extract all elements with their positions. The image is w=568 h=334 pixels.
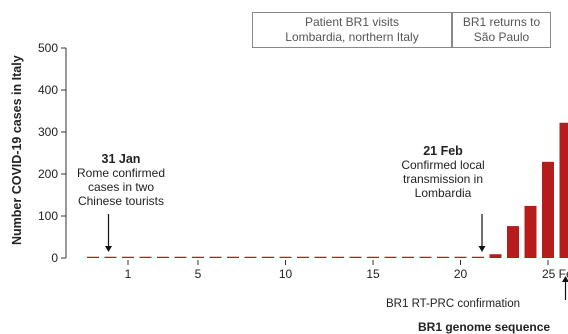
arrow-jan-head (105, 246, 112, 252)
period-visit-line-2: Lombardia, northern Italy (285, 30, 419, 44)
annotation-feb-line-1: Confirmed local (401, 158, 485, 172)
bar (384, 256, 397, 258)
x-tick-label: 25 Feb (542, 267, 568, 281)
period-box-visit: Patient BR1 visits Lombardia, northern I… (252, 12, 452, 48)
bar (87, 256, 99, 258)
y-axis-label: Number COVID-19 cases in Italy (10, 55, 24, 245)
x-tick-label: 10 (279, 267, 293, 281)
bar (524, 205, 537, 258)
y-axis: 0 100 200 300 400 500 (38, 41, 67, 265)
bar (209, 256, 222, 258)
bar (279, 256, 292, 258)
annotation-feb-title: 21 Feb (423, 144, 463, 158)
annotation-21-feb: 21 Feb Confirmed local transmission in L… (388, 144, 498, 200)
event-rtpcr-label: BR1 RT-PRC confirmation (386, 298, 520, 310)
annotation-jan-title: 31 Jan (101, 152, 141, 166)
event-genome-label: BR1 genome sequence (418, 320, 551, 334)
period-return-line-2: São Paulo (473, 30, 530, 44)
period-return-line-1: BR1 returns to (462, 15, 541, 29)
y-tick-label: 200 (38, 167, 58, 181)
bar (174, 256, 187, 258)
x-tick-label: 20 (454, 267, 468, 281)
bars (87, 122, 568, 258)
bar (122, 256, 134, 258)
bar (559, 122, 568, 258)
y-tick-label: 300 (38, 125, 58, 139)
bar (139, 256, 152, 258)
annotation-31-jan: 31 Jan Rome confirmed cases in two Chine… (66, 152, 176, 208)
bar (437, 256, 449, 258)
bar (402, 256, 414, 258)
arrows (105, 214, 568, 300)
bar (472, 256, 484, 258)
bar (367, 256, 379, 258)
y-tick-label: 500 (38, 41, 58, 55)
bar (349, 256, 362, 258)
annotation-jan-line-1: Rome confirmed (76, 166, 166, 180)
bar (157, 256, 169, 258)
annotation-jan-line-3: Chinese tourists (77, 194, 165, 208)
arrow-feb-head (478, 246, 486, 252)
bar (542, 161, 554, 258)
annotation-feb-line-2: transmission in (402, 172, 484, 186)
bar (227, 256, 239, 258)
bar (104, 256, 117, 258)
x-tick-label: 15 (366, 267, 380, 281)
bar (507, 226, 519, 258)
y-tick-label: 100 (38, 209, 58, 223)
y-tick-label: 400 (38, 83, 58, 97)
arrow-rtpcr-head (562, 276, 568, 282)
period-visit-line-1: Patient BR1 visits (304, 15, 400, 29)
annotation-feb-line-3: Lombardia (414, 186, 472, 200)
bar (419, 256, 432, 258)
y-tick-label: 0 (51, 251, 58, 265)
bar (192, 256, 204, 258)
x-tick-label: 1 (125, 267, 132, 281)
annotation-jan-line-2: cases in two (87, 180, 155, 194)
x-tick-label: 5 (195, 267, 202, 281)
bar (454, 256, 467, 258)
bar (314, 256, 327, 258)
bar (262, 256, 274, 258)
bar (489, 254, 502, 258)
bar (244, 256, 257, 258)
bar (297, 256, 309, 258)
period-box-return: BR1 returns to São Paulo (452, 12, 551, 48)
bar (332, 256, 344, 258)
